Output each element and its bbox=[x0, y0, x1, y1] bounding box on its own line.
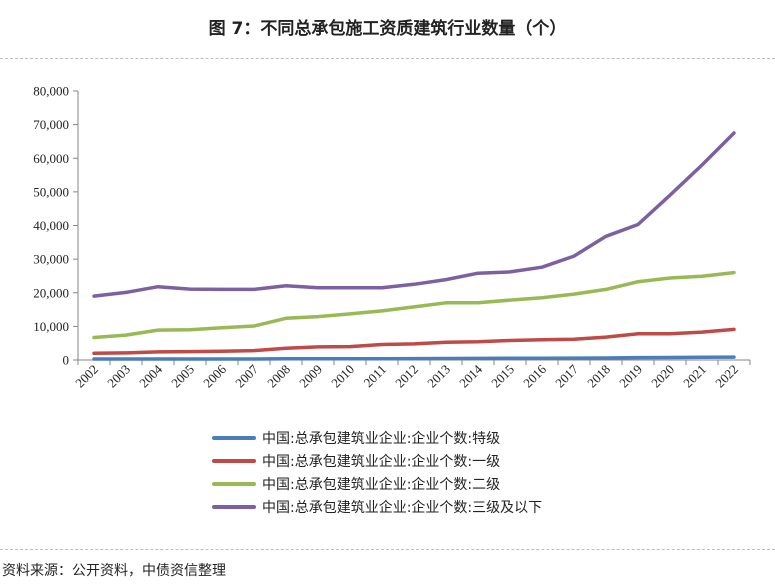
y-tick-label: 10,000 bbox=[33, 319, 69, 334]
x-tick-label: 2017 bbox=[552, 361, 581, 390]
source-note: 资料来源：公开资料，中债资信整理 bbox=[2, 563, 226, 579]
chart-title: 图 7：不同总承包施工资质建筑行业数量（个） bbox=[208, 19, 567, 39]
legend-item: 中国:总承包建筑业企业:企业个数:一级 bbox=[212, 449, 542, 472]
x-tick-label: 2011 bbox=[360, 362, 389, 391]
series-line-3 bbox=[92, 131, 736, 298]
y-tick-label: 80,000 bbox=[33, 84, 69, 99]
x-tick-label: 2021 bbox=[680, 362, 709, 391]
x-tick-label: 2007 bbox=[232, 361, 261, 390]
x-tick-label: 2012 bbox=[392, 362, 421, 391]
legend-item: 中国:总承包建筑业企业:企业个数:三级及以下 bbox=[212, 495, 542, 518]
x-tick-label: 2015 bbox=[488, 362, 517, 391]
x-tick-label: 2013 bbox=[424, 362, 453, 391]
x-tick-label: 2003 bbox=[104, 362, 133, 391]
chart-legend: 中国:总承包建筑业企业:企业个数:特级 中国:总承包建筑业企业:企业个数:一级 中国… bbox=[212, 426, 542, 518]
line-chart: 0 10,000 20,000 30,000 40,000 50,000 60,000 70,… bbox=[33, 84, 751, 391]
legend-item: 中国:总承包建筑业企业:企业个数:二级 bbox=[212, 472, 542, 495]
x-tick-label: 2018 bbox=[584, 362, 613, 391]
y-tick-label: 30,000 bbox=[33, 252, 69, 267]
x-tick-label: 2020 bbox=[648, 362, 677, 391]
top-divider bbox=[0, 58, 775, 59]
y-tick-label: 0 bbox=[63, 353, 70, 368]
x-tick-label: 2016 bbox=[520, 361, 549, 390]
x-tick-label: 2008 bbox=[264, 362, 293, 391]
legend-label: 中国:总承包建筑业企业:企业个数:一级 bbox=[262, 453, 501, 470]
series-line-2 bbox=[92, 270, 736, 340]
y-tick-label: 60,000 bbox=[33, 151, 69, 166]
legend-swatch bbox=[212, 458, 256, 463]
x-tick-label: 2014 bbox=[456, 361, 485, 390]
legend-label: 中国:总承包建筑业企业:企业个数:特级 bbox=[262, 430, 501, 447]
y-tick-label: 50,000 bbox=[33, 184, 69, 199]
legend-label: 中国:总承包建筑业企业:企业个数:二级 bbox=[262, 476, 501, 493]
legend-swatch bbox=[212, 504, 256, 509]
legend-swatch bbox=[212, 435, 256, 440]
x-tick-label: 2019 bbox=[616, 362, 645, 391]
legend-item: 中国:总承包建筑业企业:企业个数:特级 bbox=[212, 426, 542, 449]
x-tick-label: 2006 bbox=[200, 361, 229, 390]
y-tick-label: 40,000 bbox=[33, 218, 69, 233]
x-tick-label: 2004 bbox=[136, 361, 165, 390]
legend-label: 中国:总承包建筑业企业:企业个数:三级及以下 bbox=[262, 499, 543, 516]
y-tick-label: 20,000 bbox=[33, 285, 69, 300]
x-tick-label: 2010 bbox=[328, 362, 357, 391]
y-tick-label: 70,000 bbox=[33, 117, 69, 132]
x-tick-label: 2009 bbox=[296, 362, 325, 391]
series-line-1 bbox=[92, 327, 736, 356]
bottom-divider bbox=[0, 549, 775, 550]
x-tick-label: 2022 bbox=[712, 362, 741, 391]
series-line-0 bbox=[92, 355, 736, 361]
legend-swatch bbox=[212, 481, 256, 486]
x-tick-label: 2005 bbox=[168, 362, 197, 391]
x-tick-label: 2002 bbox=[72, 362, 101, 391]
